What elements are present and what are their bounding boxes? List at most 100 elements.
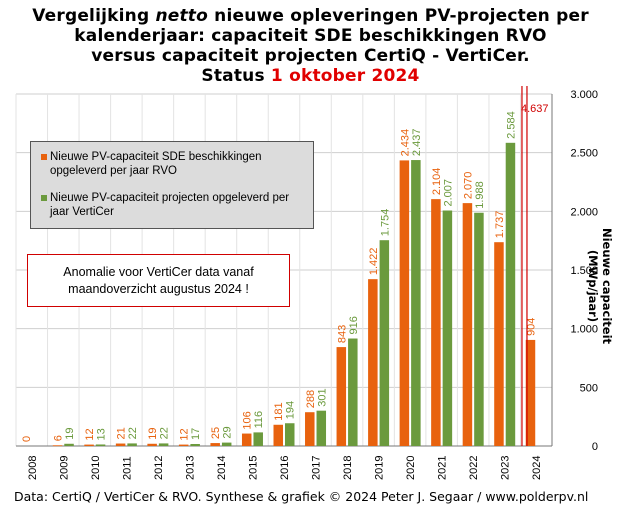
y-tick-label: 2.500 bbox=[570, 148, 598, 160]
x-tick-label-2023: 2023 bbox=[500, 456, 512, 480]
data-label-rvo-2018: 843 bbox=[336, 325, 348, 343]
data-label-rvo-2020: 2.434 bbox=[399, 129, 411, 157]
bar-rvo-2024 bbox=[525, 339, 536, 446]
y-tick-label: 1.500 bbox=[570, 265, 598, 277]
data-label-rvo-2022: 2.070 bbox=[462, 172, 474, 200]
data-label-rvo-2015: 106 bbox=[242, 411, 254, 429]
bar-verticer-2016 bbox=[285, 423, 295, 446]
data-label-rvo-2012: 19 bbox=[147, 428, 159, 440]
bar-verticer-2021 bbox=[442, 210, 453, 446]
bar-rvo-2013 bbox=[178, 444, 189, 446]
bar-rvo-2020 bbox=[399, 160, 410, 447]
bar-rvo-2018 bbox=[336, 347, 347, 446]
legend-swatch-verticer bbox=[41, 195, 47, 201]
data-label-verticer-2011: 22 bbox=[127, 427, 139, 439]
bar-verticer-2020 bbox=[411, 160, 421, 447]
data-label-verticer-2019: 1.754 bbox=[379, 209, 391, 237]
chart-legend: Nieuwe PV-capaciteit SDE beschikkingen o… bbox=[30, 141, 314, 229]
x-tick-label-2022: 2022 bbox=[468, 456, 480, 480]
x-tick-label-2010: 2010 bbox=[90, 456, 102, 480]
x-tick-label-2018: 2018 bbox=[342, 456, 354, 480]
legend-label-verticer: Nieuwe PV-capaciteit projecten opgelever… bbox=[50, 192, 290, 218]
legend-item-rvo: Nieuwe PV-capaciteit SDE beschikkingen o… bbox=[41, 150, 307, 178]
title-emphasis: netto bbox=[155, 6, 209, 26]
bar-verticer-2019 bbox=[379, 240, 390, 446]
bar-verticer-2015 bbox=[253, 432, 263, 446]
anomaly-note-line-2: maandoverzicht augustus 2024 ! bbox=[68, 282, 249, 296]
bar-rvo-2017 bbox=[305, 412, 315, 446]
x-tick-label-2015: 2015 bbox=[247, 456, 259, 480]
x-tick-label-2017: 2017 bbox=[311, 456, 323, 480]
bar-rvo-2012 bbox=[147, 443, 157, 446]
bar-rvo-2023 bbox=[494, 242, 504, 446]
x-tick-label-2024: 2024 bbox=[531, 456, 543, 480]
chart-title: Vergelijking netto nieuwe opleveringen P… bbox=[0, 6, 621, 86]
data-label-verticer-2014: 29 bbox=[222, 426, 234, 438]
data-label-verticer-2021: 2.007 bbox=[442, 179, 454, 207]
data-label-verticer-2015: 116 bbox=[253, 411, 265, 429]
data-label-verticer-2010: 13 bbox=[96, 428, 108, 440]
data-label-verticer-2012: 22 bbox=[159, 427, 171, 439]
x-tick-label-2016: 2016 bbox=[279, 456, 291, 480]
bar-verticer-2010 bbox=[95, 444, 106, 446]
bar-verticer-2014 bbox=[221, 442, 232, 446]
y-tick-label: 0 bbox=[592, 441, 598, 453]
anomaly-note: Anomalie voor VertiCer data vanaf maando… bbox=[27, 254, 290, 307]
x-tick-label-2014: 2014 bbox=[216, 456, 228, 480]
data-label-verticer-2013: 17 bbox=[190, 428, 202, 440]
data-label-verticer-2020: 2.437 bbox=[411, 129, 423, 157]
bar-rvo-2010 bbox=[84, 444, 94, 446]
legend-label-rvo: Nieuwe PV-capaciteit SDE beschikkingen o… bbox=[50, 151, 262, 177]
bar-verticer-2013 bbox=[190, 444, 200, 446]
x-tick-label-2011: 2011 bbox=[121, 456, 133, 480]
data-label-verticer-2016: 194 bbox=[285, 401, 297, 419]
overflow-value-label: 4.637 bbox=[521, 103, 549, 115]
x-tick-label-2008: 2008 bbox=[27, 456, 39, 480]
data-label-rvo-2013: 12 bbox=[179, 428, 191, 440]
bar-verticer-2011 bbox=[127, 443, 137, 446]
bar-verticer-2023 bbox=[505, 142, 516, 446]
data-label-rvo-2010: 12 bbox=[84, 428, 96, 440]
x-tick-label-2019: 2019 bbox=[374, 456, 386, 480]
data-label-rvo-2014: 25 bbox=[210, 427, 222, 439]
bar-verticer-2009 bbox=[64, 443, 74, 446]
title-line-1: Vergelijking netto nieuwe opleveringen P… bbox=[32, 6, 589, 26]
title-line-2: kalenderjaar: capaciteit SDE beschikking… bbox=[74, 26, 547, 46]
y-tick-label: 3.000 bbox=[570, 89, 598, 101]
bar-verticer-2022 bbox=[474, 212, 484, 446]
y-tick-label: 2.000 bbox=[570, 206, 598, 218]
y-tick-label: 500 bbox=[580, 382, 598, 394]
bar-rvo-2009 bbox=[52, 445, 63, 447]
data-label-rvo-2021: 2.104 bbox=[431, 168, 443, 196]
x-tick-label-2020: 2020 bbox=[405, 456, 417, 480]
data-label-rvo-2023: 1.737 bbox=[494, 211, 506, 239]
data-label-verticer-2023: 2.584 bbox=[505, 111, 517, 139]
legend-item-verticer: Nieuwe PV-capaciteit projecten opgelever… bbox=[41, 191, 307, 219]
title-line-4: Status 1 oktober 2024 bbox=[201, 66, 420, 86]
x-tick-label-2021: 2021 bbox=[437, 456, 449, 480]
data-label-rvo-2009: 6 bbox=[53, 435, 65, 441]
bar-rvo-2019 bbox=[368, 279, 378, 446]
status-date: 1 oktober 2024 bbox=[270, 66, 420, 86]
bar-rvo-2014 bbox=[210, 443, 220, 446]
data-label-rvo-2008: 0 bbox=[21, 436, 33, 442]
footer-credit: Data: CertiQ / VertiCer & RVO. Synthese … bbox=[14, 489, 589, 504]
anomaly-note-line-1: Anomalie voor VertiCer data vanaf bbox=[63, 265, 254, 279]
data-label-verticer-2022: 1.988 bbox=[474, 181, 486, 209]
bar-rvo-2021 bbox=[431, 199, 441, 446]
bar-rvo-2011 bbox=[115, 443, 126, 446]
data-label-rvo-2019: 1.422 bbox=[368, 248, 380, 276]
bar-verticer-2017 bbox=[316, 410, 327, 446]
x-tick-label-2012: 2012 bbox=[153, 456, 165, 480]
bar-rvo-2016 bbox=[273, 424, 283, 446]
data-label-verticer-2018: 916 bbox=[348, 316, 360, 334]
y-axis-label: Nieuwe capaciteit (MWp/jaar) bbox=[586, 227, 614, 345]
bar-rvo-2015 bbox=[241, 433, 252, 446]
y-tick-label: 1.000 bbox=[570, 324, 598, 336]
x-tick-label-2013: 2013 bbox=[184, 456, 196, 480]
data-label-verticer-2017: 301 bbox=[316, 388, 328, 406]
legend-swatch-rvo bbox=[41, 154, 47, 160]
bar-verticer-2012 bbox=[158, 443, 169, 446]
data-label-rvo-2016: 181 bbox=[273, 402, 285, 420]
